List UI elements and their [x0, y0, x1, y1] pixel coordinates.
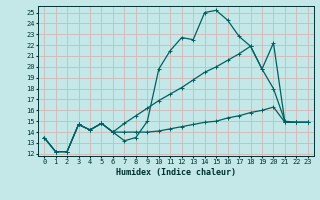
X-axis label: Humidex (Indice chaleur): Humidex (Indice chaleur)	[116, 168, 236, 177]
